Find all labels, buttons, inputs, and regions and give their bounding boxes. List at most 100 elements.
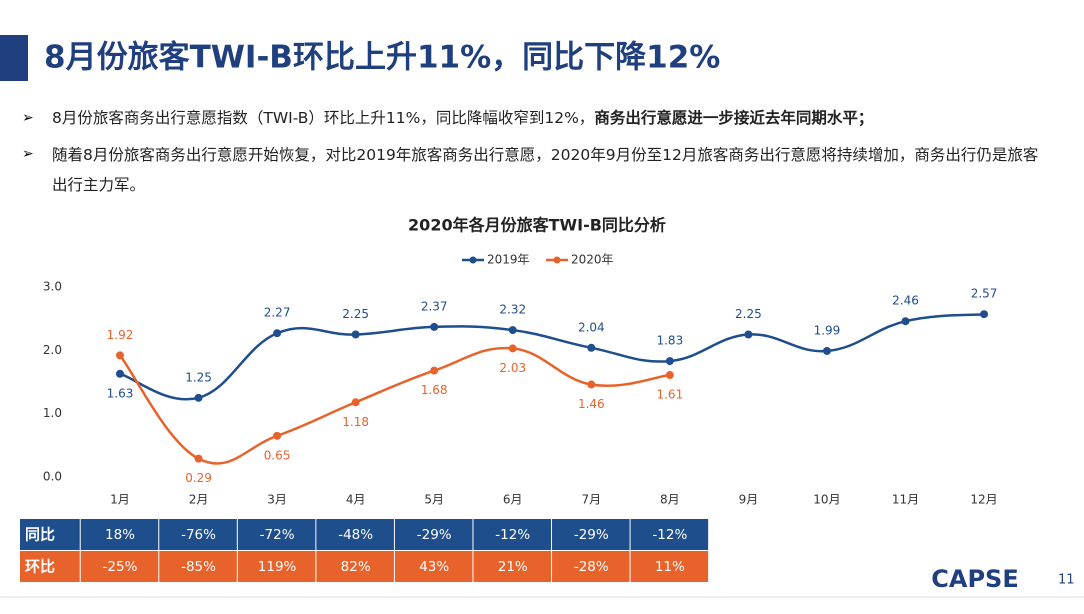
data-point (587, 343, 596, 352)
data-point (351, 398, 360, 407)
table-text: -85% (181, 559, 216, 575)
x-tick-label: 11月 (892, 493, 919, 507)
table-text: -25% (103, 559, 138, 575)
data-point (587, 380, 596, 389)
x-tick-label: 2月 (189, 493, 209, 507)
bullet-icon: ➢ (22, 110, 34, 126)
legend-label: 2020年 (571, 253, 614, 267)
data-label: 1.61 (656, 388, 683, 402)
data-label: 0.29 (185, 471, 212, 485)
table-text: -28% (574, 559, 609, 575)
table-cell (159, 519, 237, 550)
data-point (508, 344, 517, 353)
data-label: 1.25 (185, 370, 212, 384)
y-tick-label: 0.0 (43, 470, 62, 484)
data-point (116, 369, 124, 378)
table-cell (473, 519, 552, 550)
table-text: -29% (574, 527, 609, 543)
x-tick-label: 8月 (660, 493, 680, 507)
x-tick-label: 4月 (346, 493, 366, 507)
data-point (351, 330, 360, 339)
data-point (194, 393, 203, 402)
slide-title: 8月份旅客TWI-B环比上升11%，同比下降12% (44, 40, 720, 76)
data-point (116, 351, 124, 360)
data-point (430, 366, 439, 375)
data-label: 1.83 (656, 334, 683, 348)
data-point (665, 371, 674, 380)
x-tick-label: 10月 (813, 493, 840, 507)
page-number: 11 (1058, 573, 1075, 588)
table-cell (80, 551, 159, 582)
table-text: 119% (258, 559, 297, 575)
title-accent (0, 35, 28, 81)
data-label: 2.03 (499, 361, 526, 375)
data-point (508, 326, 517, 335)
table-text: 环比 (25, 558, 55, 576)
x-tick-label: 5月 (424, 493, 444, 507)
bullet-bold: 商务出行意愿进一步接近去年同期水平； (594, 108, 873, 127)
table-text: -29% (417, 527, 452, 543)
table-cell (159, 551, 237, 582)
logo: CAPSE (931, 565, 1018, 593)
data-point (665, 357, 674, 366)
y-tick-label: 1.0 (43, 406, 62, 420)
x-tick-label: 6月 (503, 493, 523, 507)
chart-title: 2020年各月份旅客TWI-B同比分析 (408, 216, 666, 235)
y-tick-label: 3.0 (43, 280, 62, 294)
x-tick-label: 12月 (970, 493, 997, 507)
data-label: 1.68 (421, 383, 448, 397)
table-text: -76% (181, 527, 216, 543)
data-label: 1.18 (342, 415, 369, 429)
table-cell (473, 551, 552, 582)
table-cell (552, 551, 630, 582)
data-point (822, 346, 831, 355)
table-cell (316, 519, 394, 550)
table-text: 43% (419, 559, 449, 575)
table-text: -72% (260, 527, 295, 543)
table-cell (630, 519, 709, 550)
table-cell (80, 519, 159, 550)
data-point (901, 317, 910, 326)
bullet: 8月份旅客商务出行意愿指数（TWI-B）环比上升11%，同比降幅收窄到12%，商… (52, 108, 873, 127)
legend-label: 2019年 (487, 253, 530, 267)
data-label: 2.32 (499, 303, 526, 317)
table-cell (237, 519, 316, 550)
table-text: -48% (338, 527, 373, 543)
table-cell (552, 519, 630, 550)
table-text: 同比 (25, 526, 55, 544)
bullet-icon: ➢ (22, 146, 34, 162)
series-line (119, 312, 985, 401)
x-tick-label: 7月 (581, 493, 601, 507)
bullet: 随着8月份旅客商务出行意愿开始恢复，对比2019年旅客商务出行意愿，2020年9… (52, 146, 1039, 194)
x-tick-label: 1月 (110, 493, 130, 507)
data-label: 1.46 (578, 397, 605, 411)
data-label: 2.37 (421, 299, 448, 313)
data-label: 2.57 (971, 287, 998, 301)
x-tick-label: 3月 (267, 493, 287, 507)
data-label: 0.65 (264, 448, 291, 462)
table-text: 11% (655, 559, 685, 575)
data-label: 2.46 (892, 294, 919, 308)
data-point (273, 431, 282, 440)
x-tick-label: 9月 (739, 493, 759, 507)
data-label: 2.27 (264, 306, 291, 320)
legend-marker (553, 256, 561, 264)
table-cell (394, 519, 473, 550)
table-cell (316, 551, 394, 582)
table-cell (237, 551, 316, 582)
data-label: 2.04 (578, 320, 605, 334)
data-label: 1.92 (107, 328, 134, 342)
data-point (744, 330, 753, 339)
bullet-text: 8月份旅客商务出行意愿指数（TWI-B）环比上升11%，同比降幅收窄到12%， (52, 108, 594, 127)
table-cell (630, 551, 709, 582)
table-text: -12% (652, 527, 687, 543)
table-text: 82% (341, 559, 371, 575)
y-tick-label: 2.0 (43, 343, 62, 357)
data-point (980, 310, 989, 319)
table-text: 21% (498, 559, 528, 575)
data-label: 2.25 (735, 307, 762, 321)
table-cell (20, 551, 80, 582)
bullet-box: 随着8月份旅客商务出行意愿开始恢复，对比2019年旅客商务出行意愿，2020年9… (52, 146, 1039, 194)
data-point (430, 322, 439, 331)
